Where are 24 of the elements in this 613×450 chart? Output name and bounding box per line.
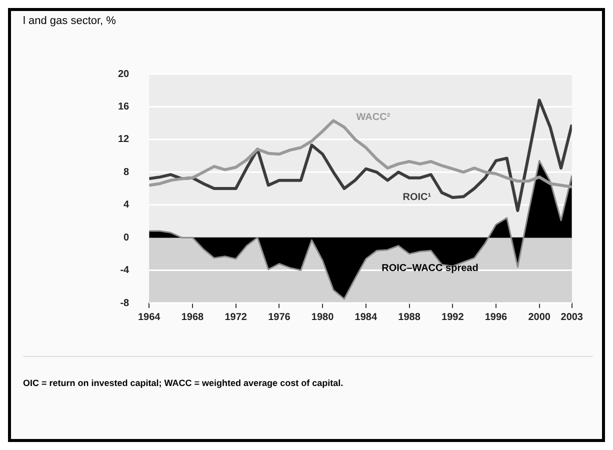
y-tick-label: 20 xyxy=(118,68,130,80)
y-tick-label: -4 xyxy=(120,265,130,276)
x-tick-label: 1996 xyxy=(484,312,508,323)
y-tick-label: -8 xyxy=(120,298,130,309)
text: OIC = return on invested capital; WACC = weighted average cost of capital. xyxy=(23,378,344,388)
y-tick-label: 0 xyxy=(124,232,130,244)
x-tick-label: 1972 xyxy=(224,312,248,323)
x-tick-label: 1980 xyxy=(311,312,334,323)
series-label: WACC² xyxy=(356,112,391,123)
x-tick-label: 1968 xyxy=(181,312,204,323)
x-tick-label: 2000 xyxy=(528,312,551,323)
x-tick-label: 2003 xyxy=(560,312,584,323)
x-tick-label: 1964 xyxy=(138,312,161,323)
x-tick-label: 1976 xyxy=(268,312,291,323)
chart-title: l and gas sector, % xyxy=(23,15,116,27)
x-tick-label: 1988 xyxy=(398,312,421,323)
x-tick-label: 1992 xyxy=(442,312,464,323)
series-label: ROIC–WACC spread xyxy=(382,262,478,274)
series-label: ROIC¹ xyxy=(402,192,432,203)
y-tick-label: 16 xyxy=(118,101,130,112)
y-tick-label: 12 xyxy=(118,134,130,146)
y-tick-label: 4 xyxy=(124,200,130,211)
y-tick-label: 8 xyxy=(124,166,130,178)
x-tick-label: 1984 xyxy=(354,312,378,323)
